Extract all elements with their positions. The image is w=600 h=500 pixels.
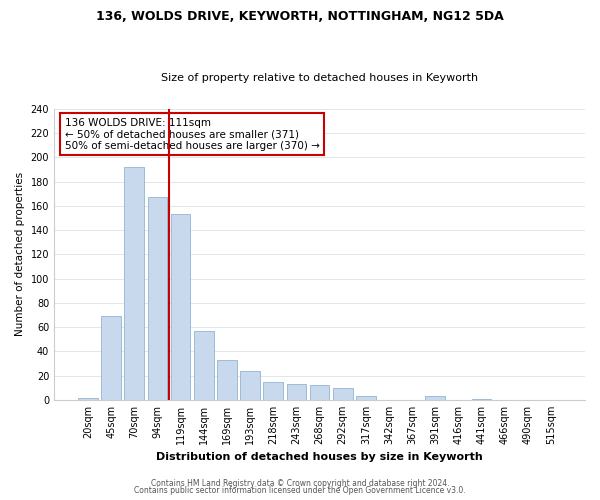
Bar [310,386,329,400]
Text: Contains public sector information licensed under the Open Government Licence v3: Contains public sector information licen… [134,486,466,495]
Bar [101,316,121,400]
Bar [356,396,376,400]
Bar [194,331,214,400]
Bar [472,398,491,400]
Bar [263,382,283,400]
Bar [148,198,167,400]
Bar [240,371,260,400]
Bar [287,384,306,400]
Text: 136, WOLDS DRIVE, KEYWORTH, NOTTINGHAM, NG12 5DA: 136, WOLDS DRIVE, KEYWORTH, NOTTINGHAM, … [96,10,504,23]
Text: Contains HM Land Registry data © Crown copyright and database right 2024.: Contains HM Land Registry data © Crown c… [151,478,449,488]
Bar [171,214,190,400]
Bar [333,388,353,400]
Text: 136 WOLDS DRIVE: 111sqm
← 50% of detached houses are smaller (371)
50% of semi-d: 136 WOLDS DRIVE: 111sqm ← 50% of detache… [65,118,320,150]
Title: Size of property relative to detached houses in Keyworth: Size of property relative to detached ho… [161,73,478,83]
X-axis label: Distribution of detached houses by size in Keyworth: Distribution of detached houses by size … [156,452,483,462]
Bar [124,167,144,400]
Y-axis label: Number of detached properties: Number of detached properties [15,172,25,336]
Bar [78,398,98,400]
Bar [217,360,237,400]
Bar [425,396,445,400]
